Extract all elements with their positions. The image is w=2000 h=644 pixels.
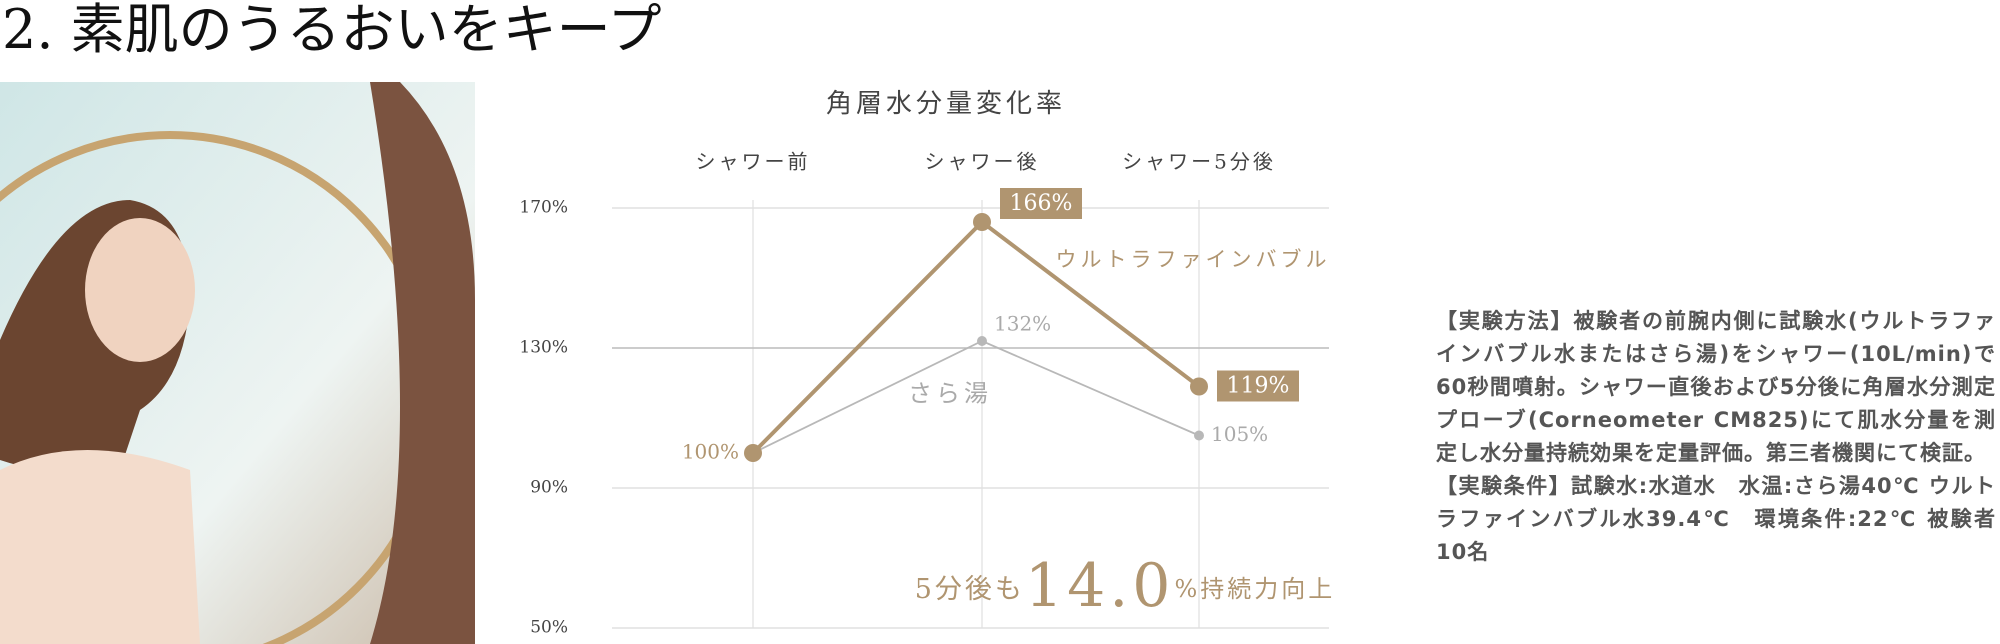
series-label: さら湯 — [908, 380, 992, 408]
x-tick-label: シャワー後 — [925, 150, 1040, 174]
data-point — [1190, 377, 1208, 396]
note: 【実験方法】被験者の前腕内側に試験水(ウルトラファインバブル水またはさら湯)をシ… — [1436, 309, 1996, 465]
value-label: 166% — [1010, 191, 1073, 216]
notes: 【実験方法】被験者の前腕内側に試験水(ウルトラファインバブル水またはさら湯)をシ… — [1436, 305, 1996, 569]
annotation-part: 5分後も — [915, 574, 1025, 605]
x-tick-label: シャワー前 — [696, 150, 811, 174]
value-label: 132% — [994, 312, 1051, 336]
value-label-box — [1217, 370, 1299, 402]
y-tick-label: 170% — [519, 198, 568, 218]
value-label: 105% — [1211, 422, 1268, 446]
chart-title: 角層水分量変化率 — [826, 89, 1066, 119]
value-label-box — [1000, 188, 1082, 219]
foreground-hair — [370, 82, 475, 644]
photo — [0, 82, 475, 644]
y-tick-label: 90% — [530, 478, 568, 498]
shoulders — [0, 450, 200, 644]
data-point — [973, 213, 991, 231]
data-point — [1194, 430, 1204, 441]
x-tick-label: シャワー5分後 — [1122, 150, 1276, 174]
annotation-part: %持続力向上 — [1174, 575, 1335, 603]
heading: 2. 素肌のうるおいをキープ — [2, 0, 662, 61]
note: 【実験条件】試験水:水道水 水温:さら湯40℃ ウルトラファインバブル水39.4… — [1436, 474, 1996, 564]
annotation: 5分後も14.0%持続力向上 — [915, 551, 1336, 621]
data-point — [744, 444, 762, 462]
data-point — [977, 336, 987, 346]
series-label: ウルトラファインバブル — [1056, 248, 1331, 272]
annotation-part: 14.0 — [1025, 551, 1175, 621]
value-label: 100% — [682, 440, 739, 464]
face — [85, 218, 195, 362]
y-tick-label: 130% — [519, 338, 568, 358]
y-tick-label: 50% — [530, 618, 568, 638]
value-label: 119% — [1227, 374, 1290, 399]
